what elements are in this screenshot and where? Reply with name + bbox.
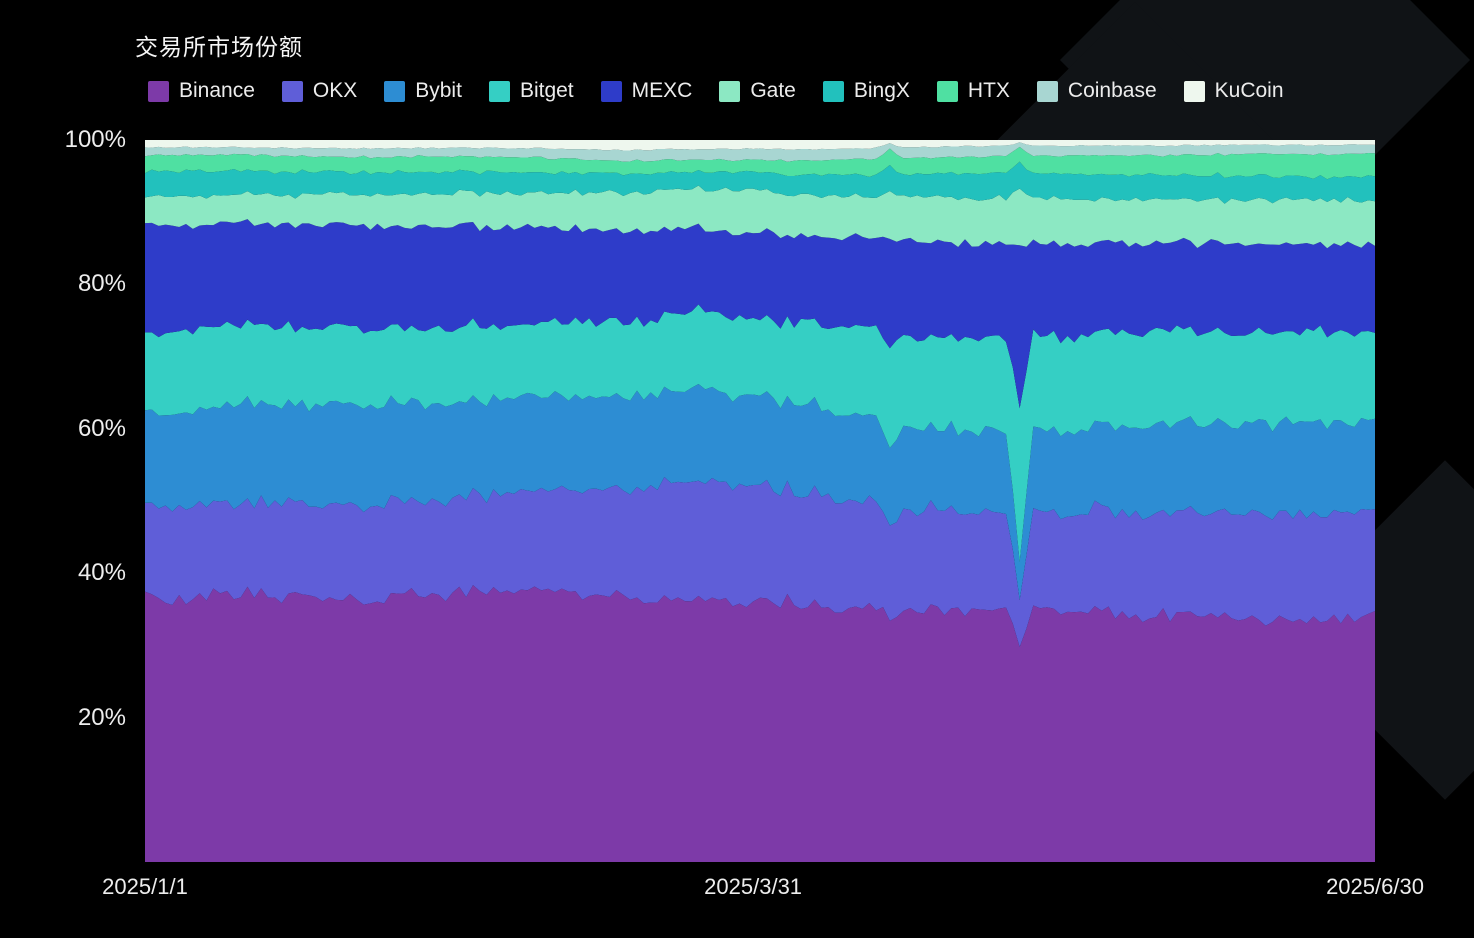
y-axis: 100% 80% 60% 40% 20% [0, 0, 130, 938]
y-axis-label: 20% [77, 703, 126, 731]
area-series-kucoin[interactable] [145, 140, 1375, 151]
legend-label: Binance [179, 79, 255, 102]
legend-swatch-bitget [488, 80, 510, 102]
legend-label: HTX [967, 79, 1010, 102]
y-axis-label: 60% [77, 414, 126, 442]
legend-swatch-gate [719, 80, 741, 102]
legend-item-bitget[interactable]: Bitget [488, 79, 574, 103]
legend-label: Bitget [519, 79, 574, 102]
legend-swatch-mexc [600, 80, 622, 102]
legend-swatch-bingx [822, 80, 844, 102]
stacked-area-svg[interactable] [145, 140, 1375, 862]
area-series-mexc[interactable] [145, 219, 1375, 409]
stacked-area-plot[interactable] [145, 140, 1375, 862]
legend-item-bybit[interactable]: Bybit [384, 79, 462, 103]
legend-swatch-htx [936, 80, 958, 102]
y-axis-label: 40% [77, 559, 126, 587]
area-series-bybit[interactable] [145, 384, 1375, 600]
legend-item-kucoin[interactable]: KuCoin [1183, 79, 1284, 103]
x-axis: 2025/1/1 2025/3/31 2025/6/30 [0, 874, 1474, 904]
legend-label: BingX [853, 79, 910, 102]
legend-label: KuCoin [1214, 79, 1284, 102]
legend-item-gate[interactable]: Gate [719, 79, 796, 103]
legend-item-htx[interactable]: HTX [936, 79, 1010, 103]
legend-label: Bybit [415, 79, 462, 102]
legend-label: Coinbase [1067, 79, 1157, 102]
legend-swatch-coinbase [1036, 80, 1058, 102]
legend-swatch-bybit [384, 80, 406, 102]
legend-item-okx[interactable]: OKX [281, 79, 358, 103]
area-series-okx[interactable] [145, 476, 1375, 647]
area-series-coinbase[interactable] [145, 142, 1375, 162]
chart-title: 交易所市场份额 [135, 34, 303, 60]
legend-swatch-okx [281, 80, 303, 102]
area-series-binance[interactable] [145, 585, 1375, 862]
legend-label: MEXC [631, 79, 693, 102]
legend-item-binance[interactable]: Binance [148, 79, 255, 103]
legend-swatch-binance [148, 80, 169, 102]
x-axis-label: 2025/1/1 [102, 874, 188, 899]
y-axis-label: 80% [77, 270, 126, 298]
legend-item-coinbase[interactable]: Coinbase [1036, 79, 1157, 103]
x-axis-label: 2025/3/31 [704, 874, 803, 899]
legend-label: OKX [312, 79, 358, 102]
area-series-bitget[interactable] [145, 304, 1375, 562]
area-series-gate[interactable] [145, 185, 1375, 249]
x-axis-label: 2025/6/30 [1326, 874, 1424, 899]
area-series-bingx[interactable] [145, 161, 1375, 204]
legend-label: Gate [750, 79, 796, 102]
legend-item-mexc[interactable]: MEXC [600, 79, 693, 103]
legend-item-bingx[interactable]: BingX [822, 79, 910, 103]
legend: Binance OKX Bybit Bitget MEXC Gate BingX HTX Coi… [148, 79, 1284, 103]
area-series-htx[interactable] [145, 146, 1375, 180]
legend-swatch-kucoin [1183, 80, 1205, 102]
y-axis-label: 100% [64, 126, 126, 153]
